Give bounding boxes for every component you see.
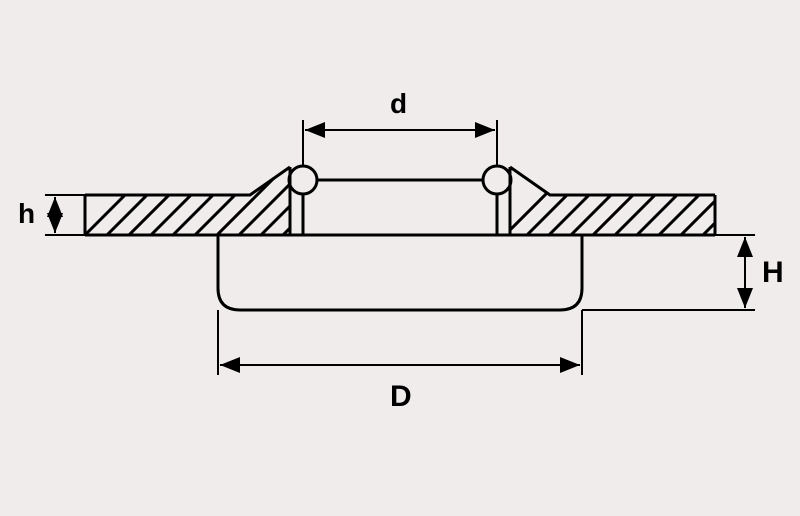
label-d: d bbox=[390, 88, 407, 120]
dimension-D bbox=[218, 310, 582, 375]
label-h: h bbox=[18, 198, 35, 230]
spring-circle-left bbox=[289, 166, 317, 194]
label-D: D bbox=[390, 380, 412, 414]
right-flange-section bbox=[480, 160, 778, 260]
dimension-d bbox=[303, 120, 497, 166]
spring-circle-right bbox=[483, 166, 511, 194]
dimension-H bbox=[582, 235, 755, 310]
label-H: H bbox=[762, 256, 784, 290]
cross-section-svg bbox=[0, 0, 800, 516]
diagram-canvas: d h D H bbox=[0, 0, 800, 516]
dimension-h bbox=[45, 195, 85, 235]
left-flange-section bbox=[60, 160, 358, 260]
hub-outline bbox=[218, 235, 582, 310]
